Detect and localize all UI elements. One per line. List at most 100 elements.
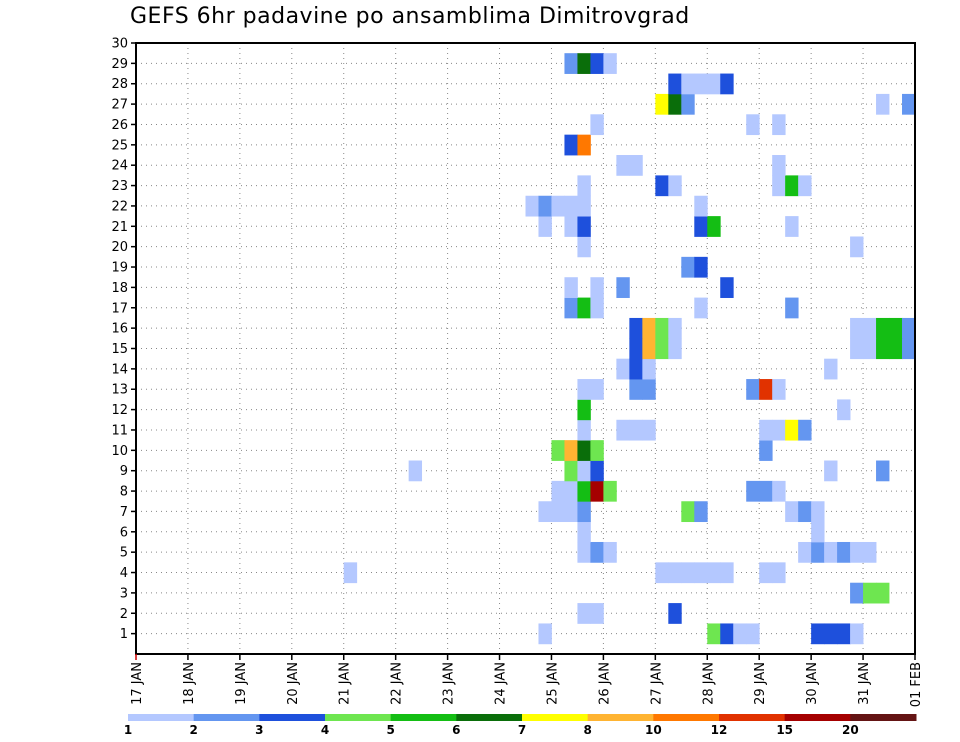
- precip-cell: [564, 460, 578, 482]
- precip-cell: [564, 134, 578, 156]
- colorbar-swatch: [784, 714, 851, 721]
- precip-cell: [642, 358, 656, 380]
- precip-cell: [694, 297, 708, 319]
- precip-cell: [590, 603, 604, 624]
- precip-cell: [577, 399, 591, 421]
- y-tick-label: 16: [111, 322, 128, 337]
- x-tick-label: 23 JAN: [442, 662, 457, 705]
- precip-cell: [668, 93, 682, 115]
- precip-cell: [876, 582, 890, 604]
- y-tick-label: 10: [111, 444, 128, 459]
- y-tick-label: 4: [120, 566, 128, 581]
- colorbar-label: 5: [386, 723, 394, 737]
- precip-cell: [707, 216, 721, 237]
- precip-cell: [720, 623, 734, 645]
- precip-cell: [746, 114, 760, 136]
- precip-cell: [772, 175, 786, 197]
- colorbar-swatch: [719, 714, 786, 721]
- colorbar-label: 4: [321, 723, 329, 737]
- precip-cell: [772, 419, 786, 441]
- precip-cell: [668, 603, 682, 624]
- y-tick-label: 21: [111, 220, 128, 235]
- precip-cell: [694, 501, 708, 523]
- precip-cell: [902, 317, 916, 339]
- precip-cell: [811, 501, 825, 523]
- precip-cell: [759, 440, 773, 461]
- precip-cell: [811, 623, 825, 645]
- precip-cell: [538, 501, 552, 523]
- precip-cell: [668, 317, 682, 339]
- y-tick-label: 22: [111, 199, 128, 214]
- y-tick-label: 28: [111, 77, 128, 92]
- x-tick-label: 30 JAN: [805, 662, 820, 705]
- precip-cell: [837, 399, 851, 421]
- precip-cell: [759, 480, 773, 502]
- precip-cell: [863, 317, 877, 339]
- y-tick-label: 1: [120, 627, 128, 642]
- precip-cell: [629, 155, 643, 176]
- precip-cell: [785, 419, 799, 441]
- precip-cell: [577, 53, 591, 74]
- x-tick-label: 27 JAN: [649, 662, 664, 705]
- precip-cell: [720, 277, 734, 298]
- precip-cell: [746, 379, 760, 400]
- precip-cell: [759, 419, 773, 441]
- colorbar-swatch: [456, 714, 523, 721]
- colorbar-label: 6: [452, 723, 460, 737]
- precip-cell: [863, 338, 877, 360]
- y-tick-label: 29: [111, 57, 128, 72]
- precip-cell: [655, 175, 669, 197]
- precip-cell: [850, 623, 864, 645]
- colorbar-label: 7: [518, 723, 526, 737]
- x-axis: 17 JAN 18 JAN 19 JAN 20 JAN 21 JAN 22 JAN 23 J…: [130, 654, 924, 707]
- y-tick-label: 15: [111, 342, 128, 357]
- precip-cell: [707, 562, 721, 584]
- y-tick-label: 24: [111, 159, 128, 174]
- precip-cell: [850, 236, 864, 258]
- colorbar-swatch: [325, 714, 392, 721]
- precip-cell: [772, 379, 786, 400]
- precip-cell: [902, 93, 916, 115]
- colorbar-label: 2: [189, 723, 197, 737]
- colorbar-swatch: [653, 714, 720, 721]
- precip-cell: [720, 73, 734, 95]
- y-tick-label: 23: [111, 179, 128, 194]
- precip-cell: [538, 623, 552, 645]
- y-tick-label: 3: [120, 586, 128, 601]
- precip-cell: [681, 501, 695, 523]
- precip-cell: [811, 541, 825, 563]
- precip-cell: [577, 195, 591, 217]
- precip-cell: [538, 195, 552, 217]
- precip-cell: [681, 256, 695, 278]
- precip-cell: [759, 562, 773, 584]
- x-tick-label: 31 JAN: [857, 662, 872, 705]
- precip-cell: [577, 541, 591, 563]
- precip-cell: [733, 623, 747, 645]
- precip-cell: [707, 623, 721, 645]
- y-tick-label: 9: [120, 464, 128, 479]
- precip-cell: [551, 501, 565, 523]
- precip-cell: [577, 175, 591, 197]
- precip-cell: [577, 603, 591, 624]
- colorbar-label: 10: [645, 723, 662, 737]
- x-tick-label: 20 JAN: [286, 662, 301, 705]
- precip-cell: [785, 175, 799, 197]
- x-tick-label: 19 JAN: [234, 662, 249, 705]
- colorbar-swatch: [850, 714, 917, 721]
- precip-cell: [564, 297, 578, 319]
- precip-cell: [876, 460, 890, 482]
- precip-cell: [746, 623, 760, 645]
- precip-cell: [798, 541, 812, 563]
- precip-cell: [538, 216, 552, 237]
- precip-cell: [642, 338, 656, 360]
- precip-cell: [668, 175, 682, 197]
- precip-cell: [564, 195, 578, 217]
- y-tick-label: 11: [111, 423, 128, 438]
- precip-cell: [798, 175, 812, 197]
- precip-cell: [642, 419, 656, 441]
- y-tick-label: 17: [111, 301, 128, 316]
- colorbar-swatch: [390, 714, 457, 721]
- precip-cell: [629, 358, 643, 380]
- precip-cell: [564, 216, 578, 237]
